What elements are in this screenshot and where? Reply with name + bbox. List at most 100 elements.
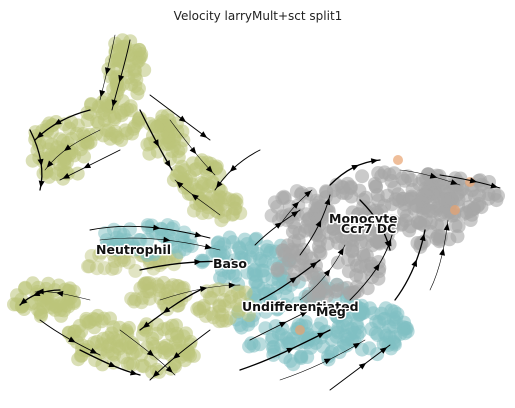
cell-point — [10, 288, 24, 303]
cell-point — [119, 325, 134, 340]
cell-point — [123, 103, 138, 118]
stream-arrowhead — [450, 179, 458, 185]
stream-arrowhead — [443, 223, 450, 231]
stream-arrowhead — [292, 201, 300, 209]
cell-point — [397, 204, 412, 219]
cell-point — [237, 252, 252, 267]
cluster-label-baso: Baso — [213, 256, 247, 271]
cell-point — [362, 341, 377, 356]
stream-arrowhead — [231, 258, 239, 265]
cell-point — [25, 276, 40, 291]
cell-point — [159, 338, 174, 353]
cell-point — [180, 238, 195, 253]
cell-point — [405, 182, 420, 197]
cell-point — [124, 291, 139, 306]
cell-point — [372, 261, 387, 276]
stream-arrowhead — [323, 358, 332, 365]
cell-point — [77, 149, 91, 164]
cell-point — [382, 215, 397, 230]
cell-point — [140, 248, 155, 262]
stream-arrowhead — [38, 180, 45, 188]
stream-arrowhead — [351, 164, 359, 171]
cell-point — [97, 261, 112, 276]
cell-point — [117, 253, 132, 268]
cell-point — [62, 121, 77, 136]
stream-arrowhead — [46, 160, 54, 168]
cluster-labels: Neutrophil Baso Undifferentiated Meg Mon… — [95, 210, 400, 321]
cell-point — [133, 281, 148, 296]
stream-arrowhead — [337, 247, 344, 256]
cell-point — [409, 199, 424, 213]
cell-point — [82, 259, 97, 274]
cell-point — [349, 279, 364, 294]
stream-arrowhead — [68, 336, 76, 343]
cell-point — [398, 326, 413, 341]
cell-point — [126, 121, 141, 136]
cell-point — [423, 215, 438, 230]
cell-point — [108, 261, 123, 275]
cell-point — [226, 206, 241, 221]
cell-point — [146, 261, 161, 276]
cell-point — [90, 261, 104, 276]
stream-arrowhead — [194, 259, 202, 266]
stream-arrowhead — [229, 164, 237, 172]
cell-point — [128, 263, 143, 278]
stream-arrowhead — [99, 89, 106, 98]
stream-arrowhead — [274, 222, 283, 229]
cell-point — [107, 112, 122, 127]
stream-arrowhead — [146, 349, 155, 357]
cell-point — [49, 299, 63, 314]
cell-point — [489, 193, 504, 208]
cell-point — [33, 309, 48, 324]
cell-point — [308, 335, 323, 350]
cluster-label-monocyte: Monocyte — [329, 211, 398, 226]
cell-point — [350, 320, 365, 335]
cell-point — [165, 222, 179, 236]
cell-point — [116, 227, 131, 242]
cell-point — [265, 332, 280, 347]
stream-arrowhead — [373, 263, 380, 272]
cell-point — [419, 171, 433, 186]
cell-point — [275, 191, 290, 205]
stream-arrowhead — [278, 321, 287, 328]
cluster-label-meg: Meg — [316, 304, 346, 319]
stream-arrowhead — [83, 162, 92, 169]
cell-point — [142, 291, 157, 306]
cell-point — [434, 177, 449, 192]
cell-point — [354, 214, 369, 229]
stream-arrowhead — [189, 146, 197, 155]
cell-point — [212, 299, 227, 314]
cell-point — [270, 263, 285, 278]
cell-point — [295, 325, 305, 335]
stream-arrowhead — [194, 231, 203, 238]
stream-arrowhead — [164, 159, 171, 168]
stream-arrowhead — [304, 190, 312, 198]
cell-point — [258, 304, 273, 319]
stream-arrowhead — [153, 224, 161, 231]
stream-arrowhead — [439, 248, 445, 256]
cell-point — [190, 183, 205, 198]
cell-point — [39, 165, 54, 180]
cell-point — [387, 180, 402, 195]
chart-title: Velocity larryMult+sct split1 — [174, 9, 343, 23]
stream-arrowhead — [163, 236, 171, 243]
cell-point — [99, 123, 114, 138]
cell-point — [94, 337, 109, 352]
cell-point — [384, 303, 399, 318]
cell-point — [277, 297, 292, 312]
stream-arrowhead — [152, 139, 159, 147]
cell-point — [356, 247, 371, 262]
cell-point — [413, 215, 427, 230]
stream-arrowhead — [129, 369, 138, 376]
stream-arrowhead — [291, 210, 299, 218]
cell-point — [217, 190, 232, 205]
cell-point — [75, 136, 90, 151]
cell-point — [103, 311, 117, 326]
cell-point — [370, 234, 385, 249]
cell-point — [142, 146, 157, 161]
cell-point — [312, 244, 327, 259]
stream-arrowhead — [20, 297, 28, 305]
cell-point — [114, 253, 128, 268]
cell-point — [110, 52, 125, 67]
